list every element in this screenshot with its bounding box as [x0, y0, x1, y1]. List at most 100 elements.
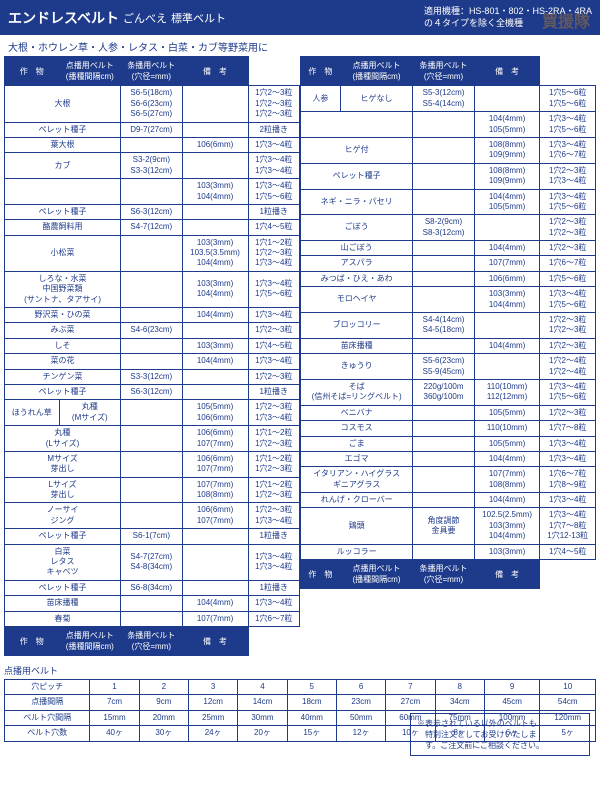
- data-cell: 106(6mm): [474, 271, 540, 286]
- col-header: 点播用ベルト(播種間隔cm): [59, 627, 121, 656]
- subtitle: 大根・ホウレン草・人参・レタス・白菜・カブ等野菜用に: [0, 35, 600, 56]
- right-table: 作 物点播用ベルト(播種間隔cm)条播用ベルト(穴径=mm)備 考人参ヒゲなしS…: [300, 56, 596, 589]
- crop-cell: 苗床播種: [5, 596, 121, 611]
- pitch-row: 点播間隔7cm9cm12cm14cm18cm23cm27cm34cm45cm54…: [5, 695, 596, 710]
- data-cell: 104(4mm): [182, 354, 248, 369]
- crop-cell: 酪農飼料用: [5, 220, 121, 235]
- data-cell: 1粒播き: [248, 384, 300, 399]
- data-cell: 1穴3～4粒: [248, 308, 300, 323]
- pitch-cell: 18cm: [287, 695, 336, 710]
- crop-cell: ルッコラー: [301, 544, 413, 559]
- right-column: 作 物点播用ベルト(播種間隔cm)条播用ベルト(穴径=mm)備 考人参ヒゲなしS…: [300, 56, 596, 656]
- title-sub1: ごんべえ: [123, 10, 167, 26]
- table-row: ヒゲ付108(8mm)109(9mm)1穴3～4粒1穴6～7粒: [301, 137, 596, 163]
- pitch-cell: 20ヶ: [238, 726, 287, 741]
- data-cell: 106(6mm): [182, 137, 248, 152]
- data-cell: 105(5mm)106(6mm): [182, 400, 248, 426]
- data-cell: 1穴4～5粒: [248, 338, 300, 353]
- data-cell: [182, 369, 248, 384]
- crop-cell: イタリアン・ハイグラスギニアグラス: [301, 467, 413, 493]
- left-table: 作 物点播用ベルト(播種間隔cm)条播用ベルト(穴径=mm)備 考大根S6-5(…: [4, 56, 300, 656]
- watermark: 買援隊: [542, 8, 590, 32]
- table-row: アスパラ107(7mm)1穴6～7粒: [301, 256, 596, 271]
- data-cell: [413, 241, 474, 256]
- data-cell: 1穴3～4粒1穴5～6粒: [540, 189, 596, 215]
- data-cell: 102.5(2.5mm)103(3mm)104(4mm): [474, 508, 540, 544]
- data-cell: [474, 313, 540, 339]
- crop-cell: ヒゲ付: [301, 137, 413, 163]
- pitch-cell: 24ヶ: [189, 726, 238, 741]
- crop-cell: 野沢菜・ひの菜: [5, 308, 121, 323]
- crop-cell: 葉大根: [5, 137, 121, 152]
- pitch-cell: 25mm: [189, 710, 238, 725]
- pitch-cell: 1: [90, 680, 139, 695]
- pitch-cell: 点播間隔: [5, 695, 90, 710]
- crop-cell: しそ: [5, 338, 121, 353]
- col-header: 備 考: [474, 57, 540, 86]
- pitch-cell: 2: [139, 680, 188, 695]
- crop-cell: 小松菜: [5, 235, 121, 271]
- data-cell: [182, 204, 248, 219]
- data-cell: 1穴3～4粒: [540, 451, 596, 466]
- pitch-cell: 7cm: [90, 695, 139, 710]
- data-cell: 1穴3～4粒: [248, 137, 300, 152]
- data-cell: [121, 400, 183, 426]
- pitch-cell: 30ヶ: [139, 726, 188, 741]
- table-row: しろな・水菜中国野菜類(サントナ、タアサイ)103(3mm)104(4mm)1穴…: [5, 271, 300, 307]
- col-header: 作 物: [5, 627, 60, 656]
- data-cell: 1穴3～4粒1穴6～7粒: [540, 137, 596, 163]
- table-row: 白菜レタスキャベツS4-7(27cm)S4-8(34cm)1穴3～4粒1穴3～4…: [5, 544, 300, 580]
- crop-cell: コスモス: [301, 421, 413, 436]
- pitch-cell: 34cm: [435, 695, 484, 710]
- data-cell: 110(10mm)112(12mm): [474, 379, 540, 405]
- table-row: みつば・ひえ・あわ106(6mm)1穴5～6粒: [301, 271, 596, 286]
- table-row: カブS3-2(9cm)S3-3(12cm)1穴3～4粒1穴3～4粒: [5, 153, 300, 179]
- pitch-cell: 45cm: [484, 695, 540, 710]
- data-cell: 1穴3～4粒: [540, 436, 596, 451]
- data-cell: S6-8(34cm): [121, 580, 183, 595]
- table-row: 葉大根 106(6mm)1穴3～4粒: [5, 137, 300, 152]
- crop-cell: [301, 112, 413, 138]
- data-cell: [182, 323, 248, 338]
- data-cell: [413, 405, 474, 420]
- data-cell: [413, 338, 474, 353]
- pitch-cell: 8: [435, 680, 484, 695]
- data-cell: 104(4mm): [474, 338, 540, 353]
- table-row: れんげ・クローバー104(4mm)1穴3～4粒: [301, 493, 596, 508]
- data-cell: 1穴1～2粒1穴2～3粒1穴3～4粒: [248, 235, 300, 271]
- data-cell: [413, 544, 474, 559]
- pitch-cell: 30mm: [238, 710, 287, 725]
- data-cell: [121, 611, 183, 626]
- data-cell: 1穴3～4粒: [540, 493, 596, 508]
- data-cell: 1穴3～4粒: [248, 354, 300, 369]
- col-header: 作 物: [301, 560, 341, 589]
- crop-cell: 山ごぼう: [301, 241, 413, 256]
- crop-cell: ペレット種子: [5, 204, 121, 219]
- col-header: 点播用ベルト(播種間隔cm): [340, 57, 413, 86]
- data-cell: 1穴2～3粒1穴3～4粒: [248, 400, 300, 426]
- data-cell: 1穴2～3粒: [540, 241, 596, 256]
- data-cell: [182, 580, 248, 595]
- data-cell: 104(4mm): [474, 241, 540, 256]
- crop-cell: ごぼう: [301, 215, 413, 241]
- data-cell: 1粒播き: [248, 204, 300, 219]
- table-row: ルッコラー103(3mm)1穴4～5粒: [301, 544, 596, 559]
- table-row: ベニバナ105(5mm)1穴2～3粒: [301, 405, 596, 420]
- pitch-title: 点播用ベルト: [4, 664, 596, 677]
- col-header: 条播用ベルト(穴径=mm): [413, 57, 474, 86]
- data-cell: [121, 235, 183, 271]
- data-cell: [182, 86, 248, 122]
- title-main: エンドレスベルト: [8, 8, 119, 28]
- table-row: ペレット種子108(8mm)109(9mm)1穴2～3粒1穴3～4粒: [301, 163, 596, 189]
- data-cell: [121, 179, 183, 205]
- pitch-cell: 15ヶ: [287, 726, 336, 741]
- data-cell: [474, 215, 540, 241]
- data-cell: 1穴2～3粒1穴2～3粒: [540, 313, 596, 339]
- pitch-cell: 40ヶ: [90, 726, 139, 741]
- data-cell: 1穴3～4粒1穴5～6粒: [540, 112, 596, 138]
- pitch-cell: 50mm: [336, 710, 385, 725]
- data-cell: 1穴2～3粒1穴3～4粒: [248, 503, 300, 529]
- data-cell: D9-7(27cm): [121, 122, 183, 137]
- pitch-cell: 3: [189, 680, 238, 695]
- table-row: ブロッコリーS4-4(14cm)S4-5(18cm)1穴2～3粒1穴2～3粒: [301, 313, 596, 339]
